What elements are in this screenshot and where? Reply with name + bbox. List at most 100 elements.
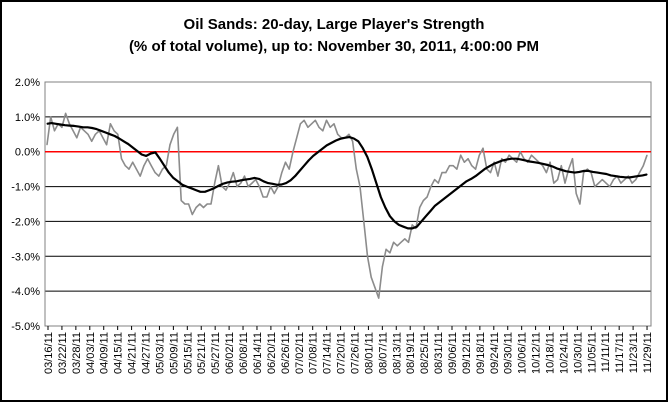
y-tick-label: -2.0% (11, 216, 40, 228)
average-point (605, 173, 608, 175)
average-point (132, 146, 134, 149)
average-point (357, 140, 359, 142)
average-point (411, 227, 413, 229)
average-point (321, 148, 323, 150)
average-point (186, 186, 188, 188)
daily-point (94, 133, 96, 135)
daily-point (333, 123, 335, 125)
average-point (452, 191, 454, 193)
average-point (569, 171, 571, 173)
average-point (556, 167, 558, 169)
average-point (348, 136, 350, 138)
daily-point (184, 203, 186, 205)
average-point (195, 189, 197, 191)
x-tick-label: 07/08/11 (308, 332, 320, 374)
daily-point (475, 168, 477, 170)
x-tick-label: 04/03/11 (85, 332, 97, 374)
average-point (222, 183, 224, 185)
average-point (235, 180, 238, 182)
x-tick-label: 11/05/11 (586, 332, 598, 373)
daily-point (355, 168, 357, 170)
average-point (217, 185, 219, 187)
average-point (416, 226, 418, 228)
average-point (407, 227, 409, 229)
y-tick-label: 2.0% (15, 77, 40, 89)
x-tick-label: 06/14/11 (252, 332, 264, 374)
daily-point (542, 165, 544, 167)
x-tick-label: 08/13/11 (391, 332, 403, 374)
average-point (641, 174, 644, 176)
daily-point (206, 203, 208, 205)
average-point (267, 182, 269, 184)
daily-point (407, 241, 410, 243)
average-point (82, 126, 84, 128)
plot-area (44, 81, 652, 327)
average-point (272, 183, 274, 185)
daily-point (258, 186, 260, 188)
average-point (78, 126, 80, 128)
daily-point (389, 252, 391, 254)
average-point (538, 162, 540, 164)
daily-point (508, 154, 510, 156)
daily-point (501, 158, 503, 160)
x-tick-label: 11/17/11 (614, 332, 626, 373)
average-point (141, 153, 143, 156)
daily-point (299, 123, 301, 125)
daily-point (262, 196, 264, 198)
daily-point (579, 203, 581, 205)
daily-point (147, 158, 149, 160)
daily-point (396, 245, 398, 247)
average-point (465, 180, 468, 182)
x-tick-label: 03/28/11 (71, 332, 83, 374)
average-point (393, 220, 395, 222)
daily-point (214, 182, 216, 184)
daily-point (135, 168, 137, 170)
y-tick-label: 1.0% (15, 112, 40, 124)
daily-point (635, 179, 637, 181)
daily-point (322, 130, 324, 132)
average-point (592, 171, 594, 173)
average-point (290, 179, 292, 181)
daily-point (217, 165, 219, 167)
average-point (497, 161, 499, 163)
daily-point (311, 123, 313, 125)
average-point (438, 201, 441, 203)
daily-point (366, 255, 369, 257)
average-point (181, 184, 183, 186)
series-daily-line (46, 112, 648, 299)
daily-point (158, 175, 160, 177)
average-point (632, 176, 635, 178)
x-tick-label: 11/29/11 (642, 332, 654, 373)
x-tick-label: 04/27/11 (141, 332, 153, 374)
average-point (303, 165, 305, 167)
average-point (150, 152, 152, 155)
average-point (91, 127, 93, 129)
daily-point (143, 165, 145, 167)
daily-point (76, 137, 78, 139)
x-tick-label: 10/18/11 (545, 332, 557, 374)
average-point (515, 158, 517, 160)
average-point (578, 171, 580, 173)
daily-point (534, 158, 536, 160)
average-point (136, 150, 138, 152)
average-point (601, 172, 603, 174)
daily-point (329, 126, 331, 128)
average-point (524, 159, 526, 161)
average-point (46, 123, 48, 125)
x-tick-label: 08/25/11 (419, 332, 431, 374)
chart-title: Oil Sands: 20-day, Large Player's Streng… (183, 16, 485, 33)
average-point (384, 206, 386, 209)
daily-point (109, 123, 111, 125)
average-point (326, 144, 328, 146)
daily-point (489, 172, 492, 174)
average-point (506, 158, 508, 160)
average-point (73, 125, 75, 127)
daily-point (460, 154, 462, 156)
daily-point (348, 133, 350, 135)
series-average-line (46, 121, 648, 230)
daily-point (303, 119, 305, 121)
average-point (299, 170, 301, 172)
daily-point (169, 144, 171, 146)
average-point (114, 135, 116, 137)
